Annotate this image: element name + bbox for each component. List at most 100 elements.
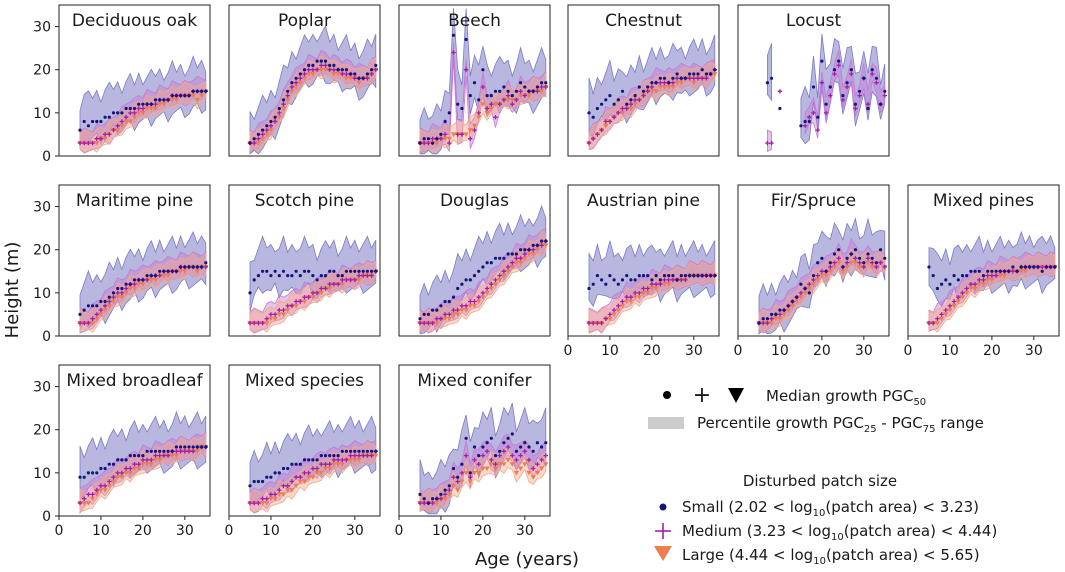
point-medium-fir-spruce-28 <box>874 264 879 270</box>
point-small-mixed-conifer-9 <box>456 475 460 479</box>
point-large-poplar-15 <box>310 72 316 77</box>
point-small-maritime-pine-0 <box>78 312 82 316</box>
point-small-mixed-broadleaf-2 <box>86 471 90 475</box>
point-small-mixed-conifer-2 <box>426 501 430 505</box>
point-large-deciduous-oak-27 <box>190 93 196 99</box>
point-large-mixed-pines-18 <box>1001 273 1008 279</box>
point-small-maritime-pine-11 <box>124 282 128 286</box>
point-large-douglas-26 <box>526 252 532 257</box>
point-medium-locust-15 <box>819 80 825 85</box>
point-small-mixed-species-26 <box>357 449 361 453</box>
point-medium-mixed-species-8 <box>281 483 286 488</box>
point-small-austrian-pine-9 <box>625 274 629 278</box>
panel-locust: Locust <box>737 4 890 157</box>
point-small-mixed-broadleaf-26 <box>187 445 191 449</box>
point-large-scotch-pine-8 <box>280 312 287 317</box>
point-medium-mixed-broadleaf-13 <box>132 462 137 467</box>
point-small-austrian-pine-21 <box>675 278 679 282</box>
point-small-mixed-species-2 <box>256 479 260 484</box>
point-large-douglas-19 <box>497 277 503 283</box>
point-medium-mixed-conifer-15 <box>480 453 486 458</box>
point-small-maritime-pine-21 <box>166 269 170 273</box>
point-small-mixed-species-18 <box>323 454 328 458</box>
point-small-scotch-pine-8 <box>281 269 286 273</box>
point-large-poplar-20 <box>331 72 337 77</box>
point-small-maritime-pine-22 <box>170 269 174 273</box>
point-medium-deciduous-oak-9 <box>115 123 120 128</box>
point-small-deciduous-oak-28 <box>195 89 199 93</box>
point-large-austrian-pine-13 <box>640 290 647 296</box>
point-medium-chestnut-18 <box>662 80 667 85</box>
point-small-chestnut-25 <box>692 72 696 76</box>
point-medium-mixed-conifer-27 <box>531 466 536 471</box>
point-medium-mixed-conifer-19 <box>497 453 502 458</box>
point-large-austrian-pine-12 <box>636 295 642 300</box>
point-large-mixed-species-12 <box>297 479 303 485</box>
point-small-beech-4 <box>435 137 439 141</box>
point-medium-douglas-11 <box>463 303 469 308</box>
point-medium-austrian-pine-7 <box>616 303 621 308</box>
point-small-austrian-pine-24 <box>688 274 692 278</box>
point-large-mixed-species-19 <box>327 466 333 472</box>
point-medium-chestnut-10 <box>628 102 634 107</box>
point-small-mixed-broadleaf-15 <box>141 454 145 458</box>
point-large-mixed-broadleaf-2 <box>85 501 91 506</box>
point-large-chestnut-16 <box>653 89 659 94</box>
point-small-mixed-species-1 <box>252 479 256 484</box>
point-medium-mixed-conifer-28 <box>535 462 540 467</box>
point-medium-austrian-pine-3 <box>599 320 604 326</box>
point-small-chestnut-13 <box>641 89 646 93</box>
point-large-deciduous-oak-11 <box>123 119 129 125</box>
point-small-poplar-1 <box>252 137 256 141</box>
legend-median-plus-marker: + <box>693 383 711 408</box>
point-small-maritime-pine-18 <box>153 274 158 278</box>
point-large-mixed-species-7 <box>276 492 282 497</box>
band-small-douglas-0 <box>419 204 547 335</box>
point-small-chestnut-27 <box>700 68 704 72</box>
point-small-mixed-species-21 <box>336 454 340 458</box>
point-small-mixed-broadleaf-6 <box>103 466 107 471</box>
point-medium-poplar-12 <box>298 76 303 81</box>
point-medium-beech-28 <box>535 89 540 94</box>
point-medium-douglas-7 <box>447 312 452 317</box>
point-medium-scotch-pine-18 <box>323 286 328 291</box>
point-small-scotch-pine-21 <box>336 274 340 278</box>
point-small-scotch-pine-30 <box>374 269 378 273</box>
point-large-mixed-conifer-10 <box>459 479 465 485</box>
point-medium-mixed-species-29 <box>369 453 374 458</box>
point-small-maritime-pine-25 <box>183 265 187 269</box>
point-medium-douglas-23 <box>514 256 519 261</box>
point-medium-mixed-broadleaf-18 <box>153 453 158 458</box>
point-small-deciduous-oak-26 <box>187 94 191 98</box>
frame-locust <box>737 4 890 157</box>
point-medium-mixed-pines-0 <box>926 320 932 326</box>
point-small-scotch-pine-24 <box>349 269 353 273</box>
point-small-mixed-species-4 <box>265 475 269 479</box>
title-douglas: Douglas <box>440 191 509 211</box>
point-medium-poplar-9 <box>285 93 290 98</box>
point-large-mixed-conifer-15 <box>480 466 486 472</box>
point-large-mixed-conifer-28 <box>534 470 540 476</box>
point-small-mixed-pines-27 <box>1040 269 1044 273</box>
frame-mixed-conifer <box>398 364 551 517</box>
point-large-fir-spruce-19 <box>836 260 842 266</box>
point-small-beech-3 <box>431 141 435 145</box>
point-large-austrian-pine-8 <box>619 303 626 309</box>
point-small-beech-5 <box>439 132 443 136</box>
point-small-mixed-pines-0 <box>927 265 931 269</box>
point-small-locust-13 <box>811 85 816 89</box>
point-medium-mixed-broadleaf-24 <box>178 449 183 454</box>
point-small-mixed-conifer-0 <box>418 492 422 496</box>
point-medium-mixed-pines-5 <box>947 303 953 308</box>
point-medium-beech-22 <box>510 102 515 107</box>
point-small-douglas-6 <box>443 299 447 304</box>
point-medium-mixed-broadleaf-2 <box>86 492 91 497</box>
point-medium-douglas-18 <box>493 277 498 283</box>
title-mixed-species: Mixed species <box>245 371 364 391</box>
point-large-douglas-30 <box>543 243 549 248</box>
point-large-maritime-pine-6 <box>102 308 108 313</box>
point-medium-chestnut-21 <box>674 76 680 81</box>
legend-small-marker <box>659 503 667 511</box>
point-medium-chestnut-24 <box>687 76 692 81</box>
point-small-chestnut-1 <box>591 115 595 119</box>
